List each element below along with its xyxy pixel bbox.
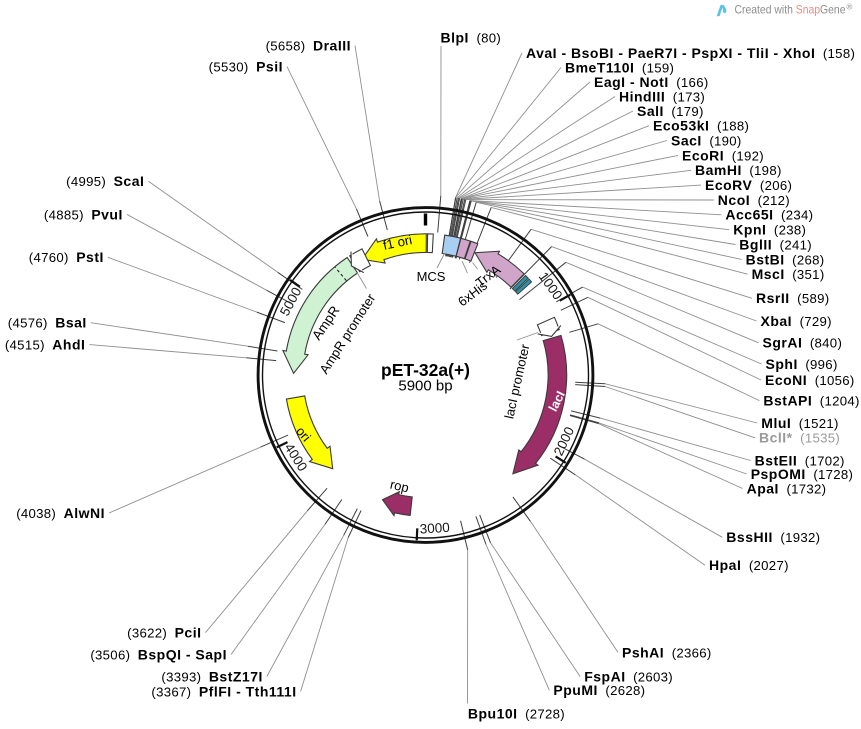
svg-text:Bpu10I(2728): Bpu10I (2728) [468,705,565,721]
svg-text:(4995)ScaI: (4995) ScaI [66,173,144,189]
svg-text:KpnI(238): KpnI (238) [733,222,806,238]
svg-text:(3393)BstZ17I: (3393) BstZ17I [161,668,263,684]
svg-text:Eco53kI(188): Eco53kI (188) [653,118,749,134]
svg-text:BstBI(268): BstBI (268) [746,251,825,267]
svg-text:rop: rop [389,477,411,496]
svg-text:ApaI(1732): ApaI (1732) [747,480,827,496]
svg-text:(4885)PvuI: (4885) PvuI [44,206,123,222]
svg-text:(5658)DraIII: (5658) DraIII [266,38,351,54]
svg-text:®: ® [847,3,853,12]
svg-text:BlpI(80): BlpI (80) [441,29,502,45]
svg-text:SalI(179): SalI (179) [637,103,704,119]
svg-text:FspAI(2603): FspAI (2603) [584,669,673,685]
svg-text:(3367)PflFI - Tth111I: (3367) PflFI - Tth111I [151,683,296,699]
svg-text:PshAI(2366): PshAI (2366) [622,644,712,660]
svg-text:MCS: MCS [417,269,446,284]
svg-text:(4760)PstI: (4760) PstI [29,249,104,265]
svg-text:(4576)BsaI: (4576) BsaI [8,315,87,331]
svg-text:(5530)PsiI: (5530) PsiI [209,59,283,75]
svg-text:PspOMI(1728): PspOMI (1728) [751,466,854,482]
svg-text:Acc65I(234): Acc65I (234) [725,207,813,223]
svg-text:BmeT110I(159): BmeT110I (159) [565,59,674,75]
svg-text:EcoNI(1056): EcoNI (1056) [765,372,855,388]
svg-text:(4038)AlwNI: (4038) AlwNI [16,505,105,521]
svg-text:f1 ori: f1 ori [382,232,414,253]
svg-text:HindIII(173): HindIII (173) [619,88,705,104]
svg-text:pET-32a(+): pET-32a(+) [381,360,470,380]
svg-text:BstAPI(1204): BstAPI (1204) [763,393,859,409]
svg-text:EcoRI(192): EcoRI (192) [682,147,764,163]
svg-text:RsrII(589): RsrII (589) [756,290,829,306]
svg-text:Created with SnapGene: Created with SnapGene [735,4,846,17]
svg-text:SphI(996): SphI (996) [766,356,838,372]
svg-text:AvaI - BsoBI - PaeR7I - PspXI: AvaI - BsoBI - PaeR7I - PspXI - TliI - X… [526,45,855,61]
svg-text:NcoI(212): NcoI (212) [718,192,790,208]
svg-text:EagI - NotI(166): EagI - NotI (166) [594,74,709,90]
svg-text:MluI(1521): MluI (1521) [761,415,838,431]
svg-text:(3622)PciI: (3622) PciI [127,625,201,641]
svg-text:SgrAI(840): SgrAI (840) [763,335,843,351]
svg-text:SacI(190): SacI (190) [671,132,742,148]
svg-text:PpuMI(2628): PpuMI (2628) [553,682,645,698]
svg-text:BstEII(1702): BstEII (1702) [755,452,845,468]
svg-text:HpaI(2027): HpaI (2027) [709,557,789,573]
svg-text:BssHII(1932): BssHII (1932) [726,529,820,545]
svg-text:MscI(351): MscI (351) [752,266,825,282]
svg-text:BamHI(198): BamHI (198) [695,162,782,178]
svg-text:XbaI(729): XbaI (729) [761,313,832,329]
svg-text:EcoRV(206): EcoRV (206) [705,177,792,193]
svg-text:(4515)AhdI: (4515) AhdI [5,337,86,353]
svg-text:BglII(241): BglII (241) [739,236,812,252]
svg-text:5900 bp: 5900 bp [398,378,452,395]
svg-text:(3506)BspQI - SapI: (3506) BspQI - SapI [90,646,227,662]
svg-text:3000: 3000 [419,520,450,537]
svg-text:BclI*(1535): BclI* (1535) [759,430,840,446]
